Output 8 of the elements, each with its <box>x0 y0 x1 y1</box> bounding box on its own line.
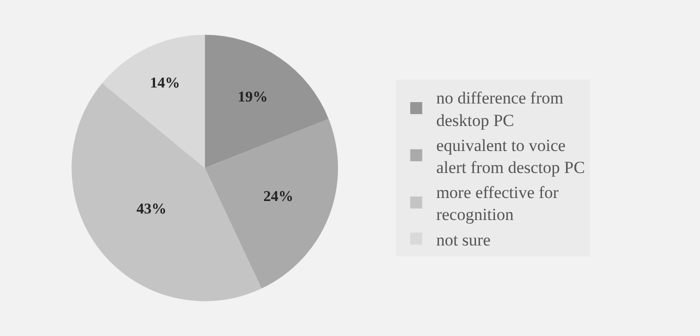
data-label: 14% <box>150 75 180 92</box>
pie-slice <box>204 34 329 168</box>
data-label: 43% <box>136 201 167 218</box>
pie-slice <box>204 118 338 289</box>
data-label: 19% <box>238 89 268 106</box>
legend-label: not sure <box>436 230 490 250</box>
data-label: 24% <box>263 189 294 206</box>
pie-slice <box>102 34 205 168</box>
